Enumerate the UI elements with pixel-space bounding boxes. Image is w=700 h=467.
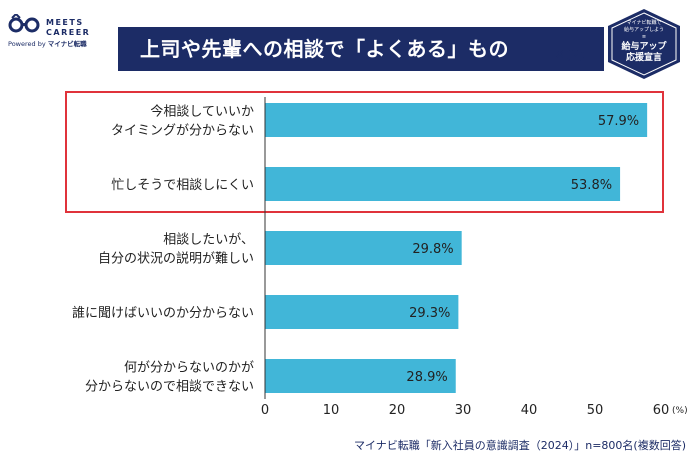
bar-0 bbox=[265, 103, 648, 137]
badge-line1: マイナビ転職で bbox=[626, 20, 662, 26]
bar-value-label-0: 57.9% bbox=[598, 114, 639, 129]
bar-2 bbox=[265, 231, 462, 265]
x-tick-0: 0 bbox=[261, 403, 269, 418]
powered-prefix: Powered by bbox=[8, 40, 46, 48]
x-tick-50: 50 bbox=[587, 403, 604, 418]
badge-small-text: マイナビ転職で 給与アップしよう ≡ bbox=[604, 20, 684, 41]
x-tick-40: 40 bbox=[521, 403, 538, 418]
badge-line4: 給与アップ bbox=[621, 42, 667, 52]
powered-by: Powered by マイナビ転職 bbox=[8, 38, 87, 48]
bar-value-label-2: 29.8% bbox=[412, 242, 453, 257]
category-label-1-0: 忙しそうで相談しにくい bbox=[111, 177, 254, 193]
badge-line3: ≡ bbox=[641, 34, 647, 40]
badge-line2: 給与アップしよう bbox=[623, 27, 664, 33]
bar-1 bbox=[265, 167, 621, 201]
badge-shape-icon bbox=[608, 9, 680, 79]
logo-mark-icon bbox=[8, 14, 40, 33]
bar-3 bbox=[265, 295, 459, 329]
source-note: マイナビ転職「新入社員の意識調査（2024）」n=800名(複数回答) bbox=[353, 439, 686, 452]
x-tick-10: 10 bbox=[323, 403, 340, 418]
category-label-3-0: 誰に聞けばいいのか分からない bbox=[72, 305, 254, 321]
logo-brand-line2: CAREER bbox=[46, 28, 91, 37]
logo-brand: MEETS CAREER bbox=[46, 18, 90, 38]
title-note: ※(2) bbox=[554, 48, 585, 62]
x-axis-unit: (%) bbox=[672, 406, 688, 416]
bar-4 bbox=[265, 359, 456, 393]
highlight-box bbox=[65, 91, 664, 213]
badge-big-text: 給与アップ 応援宣言 bbox=[604, 42, 684, 64]
chart-title: 上司や先輩への相談で「よくある」もの bbox=[118, 27, 604, 71]
salary-up-badge: マイナビ転職で 給与アップしよう ≡ 給与アップ 応援宣言 bbox=[604, 8, 684, 80]
bar-value-label-3: 29.3% bbox=[409, 306, 450, 321]
x-tick-30: 30 bbox=[455, 403, 472, 418]
bar-value-label-1: 53.8% bbox=[571, 178, 612, 193]
meets-career-logo: MEETS CAREER Powered by マイナビ転職 bbox=[8, 8, 118, 48]
category-label-4-0: 何が分からないのかが bbox=[124, 360, 254, 376]
category-label-0-0: 今相談していいか bbox=[150, 104, 254, 120]
category-label-4-1: 分からないので相談できない bbox=[85, 379, 254, 395]
powered-name: マイナビ転職 bbox=[47, 40, 87, 48]
category-label-2-1: 自分の状況の説明が難しい bbox=[98, 251, 254, 267]
bar-value-label-4: 28.9% bbox=[406, 370, 447, 385]
x-tick-60: 60 bbox=[653, 403, 670, 418]
logo-brand-line1: MEETS bbox=[46, 18, 84, 27]
category-label-0-1: タイミングが分からない bbox=[111, 124, 254, 139]
badge-line5: 応援宣言 bbox=[625, 53, 662, 63]
category-label-2-0: 相談したいが、 bbox=[163, 232, 254, 248]
x-tick-20: 20 bbox=[389, 403, 406, 418]
